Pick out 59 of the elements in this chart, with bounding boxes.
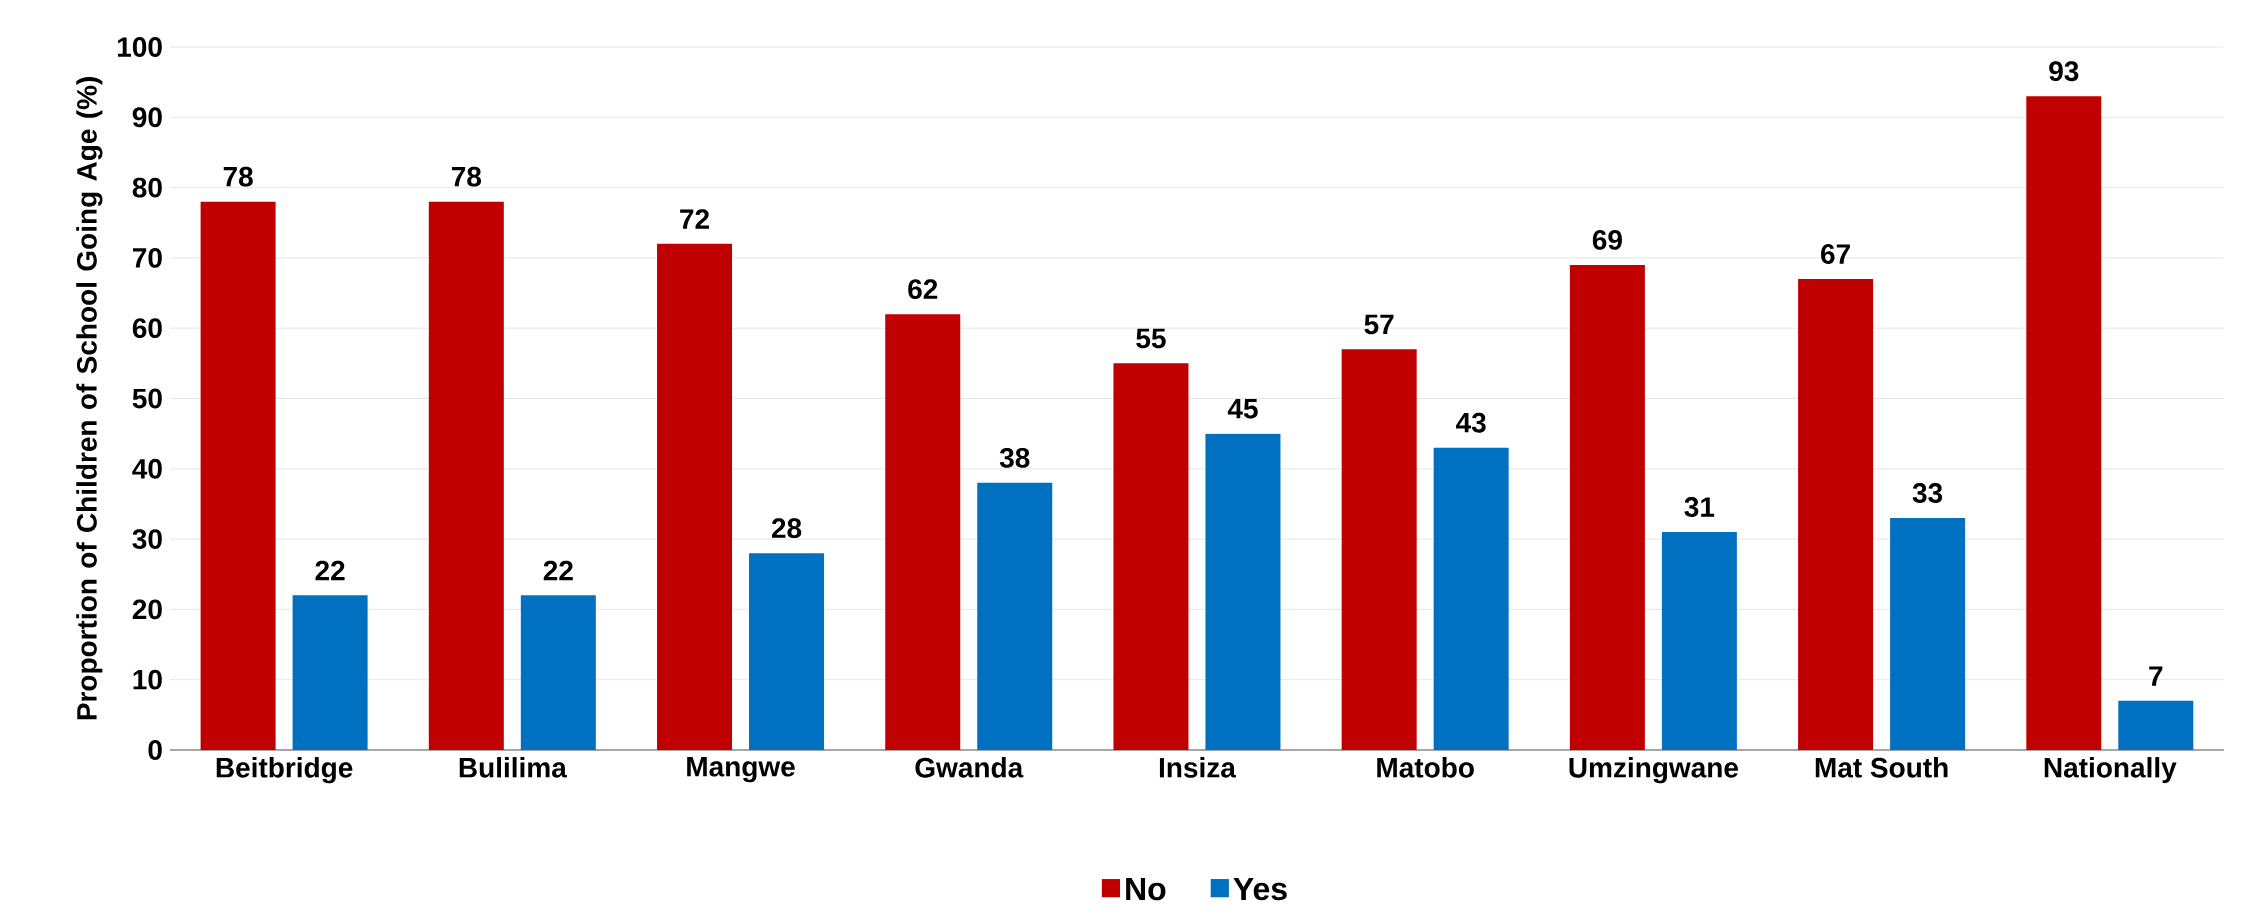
x-tick-label: Mat South <box>1815 757 1948 778</box>
bar <box>2118 700 2194 750</box>
data-label: 33 <box>1912 483 1943 503</box>
y-tick-label: 0 <box>148 740 162 760</box>
data-label: 78 <box>451 166 482 187</box>
bar <box>428 201 504 750</box>
legend-label: Yes <box>1233 877 1287 901</box>
data-label: 22 <box>315 560 345 581</box>
data-label: 72 <box>680 209 709 229</box>
bar <box>1341 349 1417 750</box>
data-label: 38 <box>999 447 1030 468</box>
data-label: 7 <box>2149 666 2163 686</box>
y-axis-title: Proportion of Children of School Going Age (%) <box>76 77 103 720</box>
data-label: 67 <box>1821 244 1850 264</box>
bar <box>749 553 825 750</box>
y-tick-label: 100 <box>117 37 162 57</box>
x-tick-label: Mangwe <box>687 757 795 783</box>
bar <box>1433 447 1509 750</box>
data-label: 55 <box>1136 328 1166 349</box>
legend-label: No <box>1126 877 1166 901</box>
bar <box>292 595 368 750</box>
y-tick-label: 30 <box>132 529 162 550</box>
bar <box>657 243 733 750</box>
bar <box>1890 518 1966 750</box>
x-tick-label: Nationally <box>2044 757 2177 784</box>
bar <box>977 482 1053 750</box>
y-tick-label: 10 <box>133 669 162 690</box>
y-tick-label: 80 <box>132 177 162 198</box>
y-tick-label: 40 <box>132 458 162 479</box>
data-label: 57 <box>1364 314 1394 335</box>
y-tick-label: 90 <box>132 107 162 128</box>
data-label: 28 <box>771 518 802 539</box>
bar <box>1661 532 1737 750</box>
data-label: 31 <box>1684 497 1715 517</box>
y-tick-label: 20 <box>132 599 162 620</box>
y-tick-label: 50 <box>132 388 162 409</box>
data-label: 78 <box>223 166 253 187</box>
bar <box>200 201 276 750</box>
data-label: 45 <box>1227 399 1258 419</box>
bar <box>1205 433 1281 750</box>
bar <box>885 314 961 750</box>
x-tick-label: Beitbridge <box>216 757 353 784</box>
data-label: 93 <box>2049 61 2079 82</box>
bar <box>1569 264 1645 750</box>
y-tick-label: 60 <box>132 318 162 339</box>
y-tick-label: 70 <box>132 247 162 268</box>
bar <box>1113 363 1189 750</box>
data-label: 62 <box>908 279 938 300</box>
bar <box>2026 96 2102 750</box>
data-label: 22 <box>543 560 573 581</box>
x-tick-label: Bulilima <box>459 757 567 778</box>
x-tick-label: Matobo <box>1377 757 1474 778</box>
x-tick-label: Gwanda <box>915 757 1024 778</box>
bar <box>520 595 596 750</box>
x-tick-label: Insiza <box>1159 757 1237 778</box>
data-label: 69 <box>1592 230 1622 250</box>
x-tick-label: Umzingwane <box>1569 757 1738 784</box>
data-label: 43 <box>1456 412 1486 433</box>
bar <box>1798 278 1874 750</box>
